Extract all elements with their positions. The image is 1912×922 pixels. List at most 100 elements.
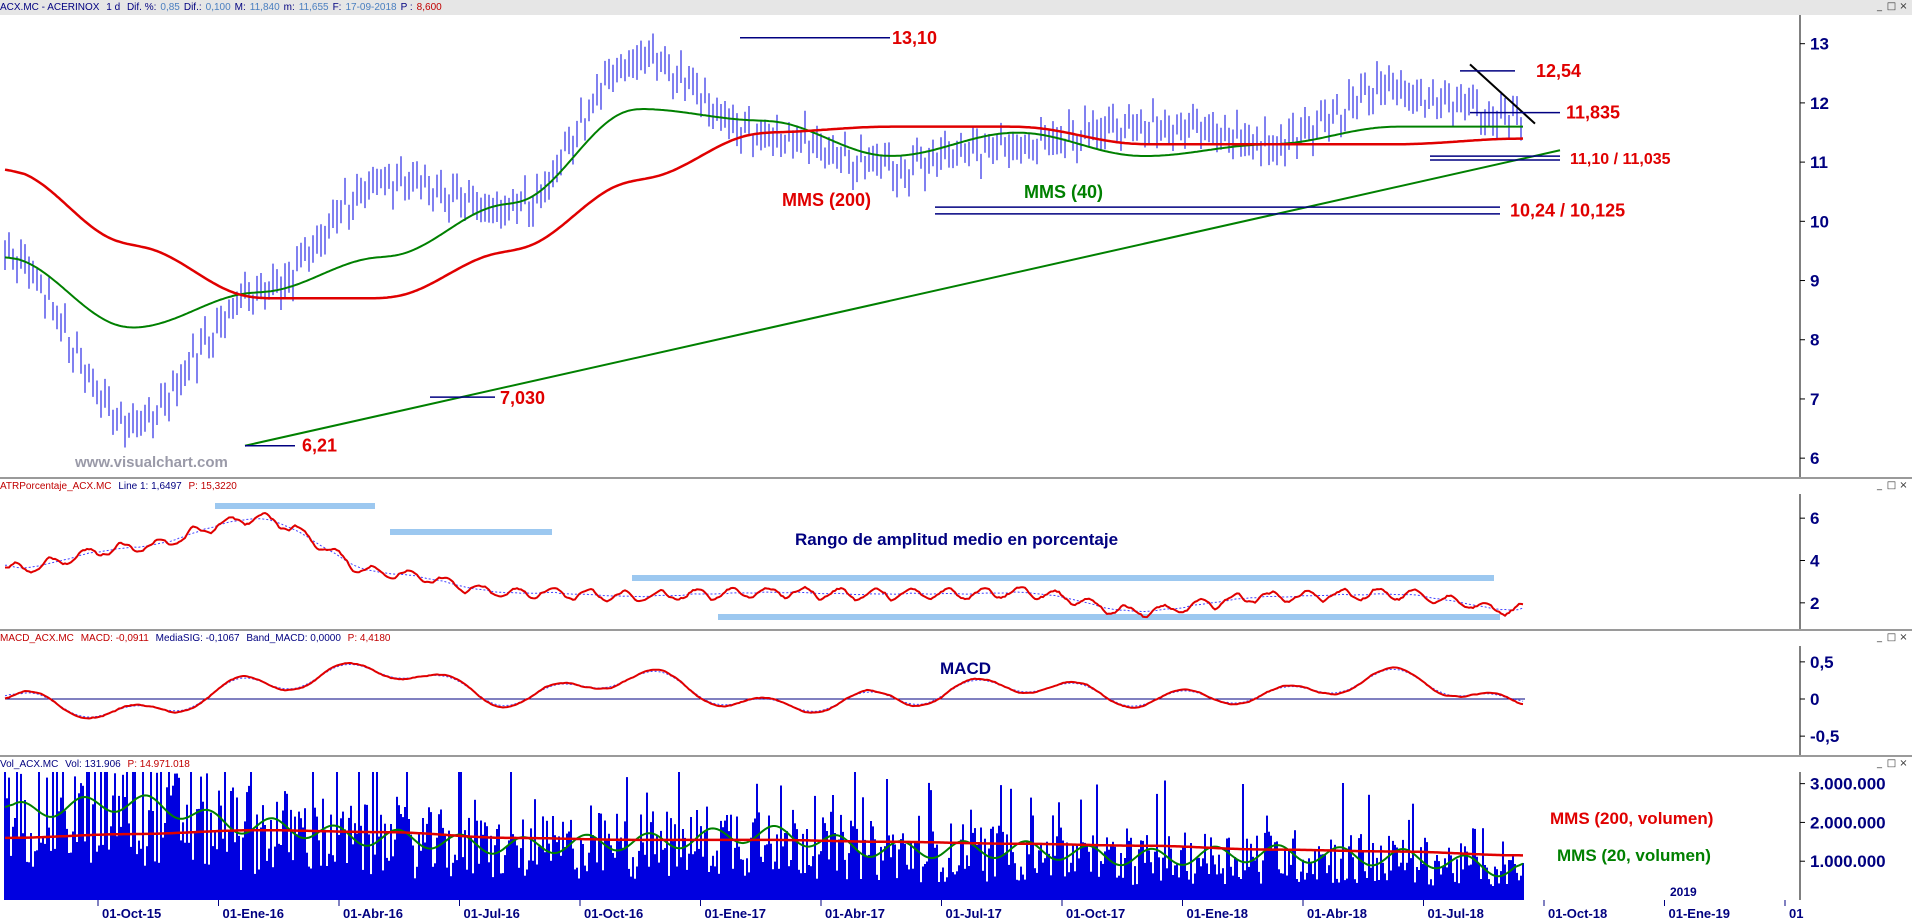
watermark: www.visualchart.com [74, 454, 228, 471]
atr-header: ATRPorcentaje_ACX.MC Line 1: 1,6497 P: 1… [0, 479, 1912, 494]
volume-p: P: 14.971.018 [127, 759, 190, 770]
price-chart: 6 7 8 9 10 11 12 13 13,10 12,54 11,835 11,10 / 11,0… [4, 15, 1829, 478]
minimize-icon[interactable]: _ [1877, 632, 1882, 643]
x-tick-label: 01-Jul-17 [946, 906, 1002, 921]
price-header-item-label: m: [283, 2, 295, 13]
volume-mms20-line [4, 794, 1524, 878]
macd-name: MACD_ACX.MC [0, 633, 74, 644]
mms40-line [4, 108, 1523, 329]
price-header: ACX.MC - ACERINOX 1 d Dif. %: 0,85 Dif.: 0,… [0, 0, 1912, 15]
atr-signal-line [4, 518, 1524, 612]
maximize-icon[interactable]: □ [1886, 758, 1897, 769]
x-tick-label: 01-Jul-16 [464, 906, 520, 921]
volume-legend-mms20: MMS (20, volumen) [1557, 846, 1711, 865]
x-tick-label: 01-Oct-15 [102, 906, 161, 921]
volume-panel: Vol_ACX.MC Vol: 131.906 P: 14.971.018 _ … [0, 757, 1912, 900]
panel-separator [0, 477, 1912, 479]
price-header-item-value: 11,655 [298, 2, 329, 13]
x-tick-label: 01-Abr-17 [825, 906, 885, 921]
atr-band [215, 503, 375, 509]
macd-line [4, 662, 1524, 720]
minimize-icon[interactable]: _ [1877, 758, 1882, 769]
atr-line: Line 1: 1,6497 [118, 481, 182, 492]
x-tick-label: 01-Ene-18 [1187, 906, 1248, 921]
x-tick-label: 01-Ene-17 [705, 906, 766, 921]
trendline [244, 149, 1561, 447]
label-1110: 11,10 / 11,035 [1570, 151, 1671, 168]
price-symbol: ACX.MC - ACERINOX [0, 2, 100, 13]
macd-value: MACD: -0,0911 [80, 633, 149, 644]
close-icon[interactable]: × [1899, 480, 1908, 491]
label-1024: 10,24 / 10,125 [1510, 201, 1625, 221]
macd-y-tick-label: -0,5 [1810, 727, 1839, 746]
price-header-item-label: F: [332, 2, 342, 13]
close-icon[interactable]: × [1899, 632, 1908, 643]
x-tick-label: 01-Abr-16 [343, 906, 403, 921]
price-header-items: Dif. %: 0,85 Dif.: 0,100 M: 11,840 m: 11,655 F: 1… [127, 2, 446, 13]
atr-title: Rango de amplitud medio en porcentaje [795, 530, 1118, 549]
atr-band [718, 614, 1500, 620]
mms200-line [4, 125, 1524, 300]
price-panel: ACX.MC - ACERINOX 1 d Dif. %: 0,85 Dif.: 0,… [0, 0, 1912, 478]
atr-y-tick-label: 6 [1810, 509, 1819, 528]
maximize-icon[interactable]: □ [1886, 632, 1897, 643]
maximize-icon[interactable]: □ [1886, 1, 1897, 12]
price-y-tick-label: 6 [1810, 449, 1819, 468]
close-icon[interactable]: × [1899, 1, 1908, 12]
x-tick-label: 01-Oct-18 [1548, 906, 1607, 921]
price-y-tick-label: 11 [1810, 153, 1828, 172]
macd-header: MACD_ACX.MC MACD: -0,0911 MediaSIG: -0,1… [0, 631, 1912, 646]
label-1310: 13,10 [892, 28, 937, 48]
macd-y-tick-label: 0 [1810, 690, 1819, 709]
minimize-icon[interactable]: _ [1877, 1, 1882, 12]
atr-name: ATRPorcentaje_ACX.MC [0, 481, 112, 492]
panel-separator [0, 755, 1912, 757]
macd-y-tick-label: 0,5 [1810, 653, 1834, 672]
volume-year-label: 2019 [1670, 885, 1697, 899]
price-y-tick-label: 10 [1810, 212, 1829, 231]
price-y-tick-label: 13 [1810, 35, 1829, 54]
macd-title: MACD [940, 659, 991, 678]
volume-y-tick-label: 1.000.000 [1810, 852, 1886, 871]
volume-name: Vol_ACX.MC [0, 759, 59, 770]
atr-y-tick-label: 4 [1810, 552, 1820, 571]
volume-vol: Vol: 131.906 [65, 759, 121, 770]
macd-signal-line [4, 664, 1524, 718]
atr-chart: 2 4 6 Rango de amplitud medio en porcentaje [4, 494, 1820, 630]
macd-p: P: 4,4180 [347, 633, 391, 644]
volume-y-tick-label: 2.000.000 [1810, 813, 1886, 832]
volume-y-tick-label: 3.000.000 [1810, 775, 1886, 794]
price-y-tick-label: 8 [1810, 331, 1819, 350]
price-header-item-label: P : [400, 2, 413, 13]
close-icon[interactable]: × [1899, 758, 1908, 769]
label-621: 6,21 [302, 436, 337, 456]
label-7030: 7,030 [500, 388, 545, 408]
x-axis-ticks: 01-Oct-15 01-Ene-16 01-Abr-16 01-Jul-16 01-O… [97, 900, 1803, 921]
x-tick-label: 01-Ene-16 [223, 906, 284, 921]
x-tick-label: 01-Oct-17 [1066, 906, 1125, 921]
maximize-icon[interactable]: □ [1886, 480, 1897, 491]
volume-header: Vol_ACX.MC Vol: 131.906 P: 14.971.018 [0, 757, 1912, 772]
x-tick-label: 01-Oct-16 [584, 906, 643, 921]
price-y-tick-label: 12 [1810, 94, 1829, 113]
x-tick-label: 01-Jul-18 [1428, 906, 1484, 921]
atr-y-tick-label: 2 [1810, 594, 1819, 613]
price-header-item-value: 8,600 [416, 2, 442, 13]
volume-legend-mms200: MMS (200, volumen) [1550, 809, 1713, 828]
atr-line [5, 511, 1524, 619]
price-header-item-value: 17-09-2018 [345, 2, 397, 13]
atr-p: P: 15,3220 [188, 481, 237, 492]
macd-chart: 0,5 0 -0,5 MACD [4, 646, 1839, 756]
price-header-item-value: 11,840 [249, 2, 280, 13]
macd-panel: MACD_ACX.MC MACD: -0,0911 MediaSIG: -0,1… [0, 631, 1912, 756]
label-1254: 12,54 [1536, 61, 1581, 81]
x-axis: 01-Oct-15 01-Ene-16 01-Abr-16 01-Jul-16 01-O… [0, 900, 1912, 922]
atr-band [390, 529, 552, 535]
x-tick-label: 01 [1789, 906, 1803, 921]
price-header-item-value: 0,85 [160, 2, 180, 13]
price-header-item-label: Dif.: [183, 2, 202, 13]
macd-band: Band_MACD: 0,0000 [246, 633, 341, 644]
atr-panel: ATRPorcentaje_ACX.MC Line 1: 1,6497 P: 1… [0, 479, 1912, 630]
minimize-icon[interactable]: _ [1877, 480, 1882, 491]
price-timeframe: 1 d [106, 2, 121, 13]
